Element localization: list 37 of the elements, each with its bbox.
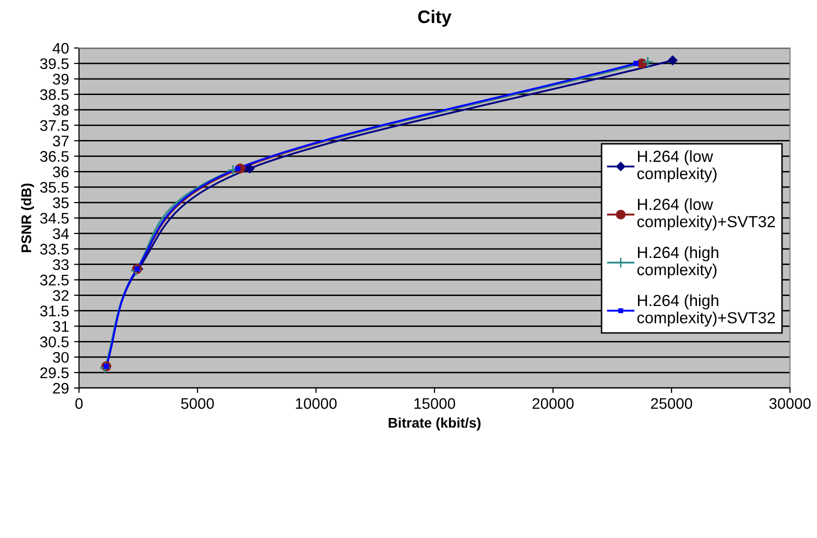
y-tick-label: 34.5 — [40, 212, 69, 224]
legend-label: H.264 (low complexity)+SVT32 — [637, 198, 775, 230]
y-axis-title: PSNR (dB) — [21, 184, 34, 252]
y-tick-label: 30.5 — [40, 336, 69, 348]
x-tick-label: 15000 — [414, 398, 456, 409]
y-tick-label: 29 — [53, 382, 69, 394]
x-tick-label: 30000 — [769, 398, 811, 409]
y-tick-label: 38.5 — [40, 89, 69, 100]
y-tick-label: 31 — [52, 321, 69, 332]
y-tick-label: 35 — [52, 197, 69, 208]
y-tick-label: 33.5 — [40, 244, 69, 255]
x-tick-label: 0 — [75, 398, 83, 409]
y-tick-label: 34 — [52, 228, 69, 240]
x-tick-label: 25000 — [651, 398, 692, 409]
x-tick-label: 5000 — [181, 398, 214, 409]
y-tick-label: 33 — [52, 259, 69, 270]
y-tick-label: 36.5 — [40, 151, 69, 162]
legend-label: H.264 (high complexity)+SVT32 — [637, 294, 775, 327]
y-tick-label: 37.5 — [40, 120, 69, 131]
y-tick-label: 35.5 — [40, 182, 69, 193]
y-tick-label: 32.5 — [40, 274, 69, 286]
chart-title: City — [418, 10, 452, 27]
legend-label: H.264 (high complexity) — [637, 246, 718, 278]
y-tick-label: 40 — [52, 42, 69, 54]
x-tick-label: 10000 — [296, 398, 337, 409]
y-tick-label: 30 — [52, 352, 69, 363]
x-tick-label: 20000 — [532, 398, 574, 409]
y-tick-label: 31.5 — [40, 306, 69, 316]
x-axis-title: Bitrate (kbit/s) — [388, 418, 480, 430]
y-tick-label: 38 — [52, 104, 69, 116]
y-tick-label: 29.5 — [40, 367, 69, 378]
y-tick-label: 32 — [52, 290, 69, 301]
y-tick-label: 36 — [52, 166, 69, 178]
y-tick-label: 39.5 — [40, 58, 69, 70]
y-tick-label: 39 — [52, 74, 69, 85]
y-tick-label: 37 — [52, 136, 69, 146]
legend-label: H.264 (low complexity) — [637, 150, 716, 182]
